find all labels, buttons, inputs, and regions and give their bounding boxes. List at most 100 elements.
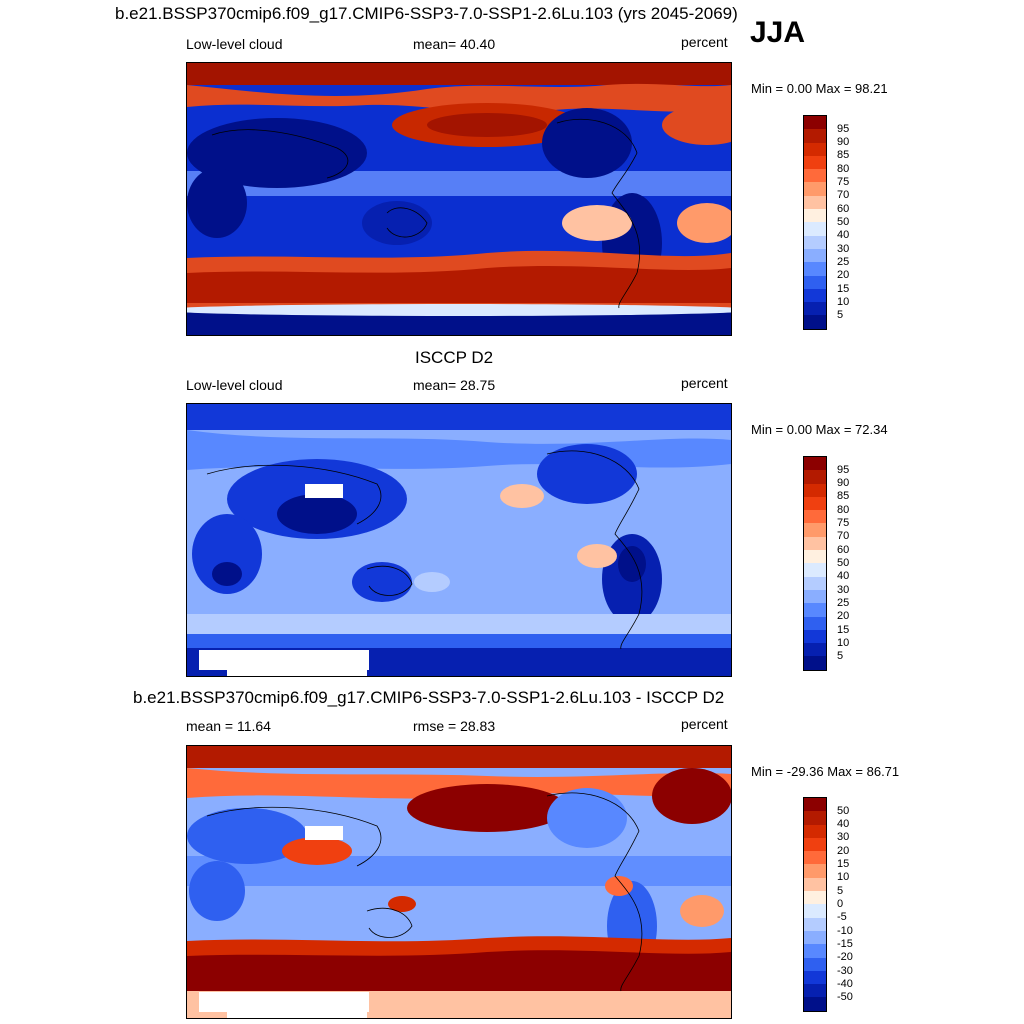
colorbar-tick-label: 20 bbox=[837, 610, 850, 622]
colorbar-tick-label: 10 bbox=[837, 637, 850, 649]
colorbar-tick-label: 15 bbox=[837, 624, 850, 636]
colorbar-tick-label: -10 bbox=[837, 925, 853, 937]
colorbar-swatch bbox=[804, 457, 826, 471]
colorbar-swatch bbox=[804, 142, 826, 156]
colorbar-swatch bbox=[804, 917, 826, 931]
colorbar-swatch bbox=[804, 129, 826, 143]
colorbar-tick-label: 40 bbox=[837, 818, 850, 830]
panel2-mean-label: mean= 28.75 bbox=[413, 377, 496, 393]
panel2-minmax-label: Min = 0.00 Max = 72.34 bbox=[751, 422, 888, 437]
season-label: JJA bbox=[750, 16, 806, 49]
colorbar-swatch bbox=[804, 877, 826, 892]
colorbar-swatch bbox=[804, 798, 826, 812]
colorbar-tick-label: 5 bbox=[837, 309, 844, 321]
colorbar-tick-label: 0 bbox=[837, 898, 844, 910]
panel3-rmse-label: rmse = 28.83 bbox=[413, 718, 496, 734]
colorbar-tick-label: 60 bbox=[837, 203, 850, 215]
colorbar-swatch bbox=[804, 563, 826, 577]
colorbar-swatch bbox=[804, 824, 826, 838]
colorbar-swatch bbox=[804, 275, 826, 289]
colorbar-swatch bbox=[804, 496, 826, 511]
colorbar-tick-label: 75 bbox=[837, 517, 850, 529]
colorbar-tick-label: -15 bbox=[837, 938, 853, 950]
colorbar-tick-label: 50 bbox=[837, 805, 850, 817]
colorbar-swatch bbox=[804, 523, 826, 537]
colorbar-swatch bbox=[804, 864, 826, 878]
colorbar-tick-label: 10 bbox=[837, 296, 850, 308]
colorbar-tick-label: -40 bbox=[837, 978, 853, 990]
colorbar-tick-label: 5 bbox=[837, 885, 844, 897]
colorbar-swatch bbox=[804, 302, 826, 316]
colorbar-tick-label: 30 bbox=[837, 831, 850, 843]
colorbar-tick-label: 5 bbox=[837, 650, 844, 662]
colorbar-swatch bbox=[804, 643, 826, 657]
colorbar-swatch bbox=[804, 155, 826, 170]
colorbar-tick-label: 90 bbox=[837, 136, 850, 148]
colorbar-tick-label: 70 bbox=[837, 189, 850, 201]
colorbar-swatch bbox=[804, 536, 826, 551]
colorbar-swatch bbox=[804, 288, 826, 303]
colorbar-swatch bbox=[804, 957, 826, 971]
colorbar-swatch bbox=[804, 656, 826, 670]
panel1-units-label: percent bbox=[681, 34, 728, 50]
panel2-colorbar: 95 90 85 80 75 70 60 50 40 30 25 20 15 1… bbox=[803, 456, 849, 671]
colorbar-tick-label: -50 bbox=[837, 991, 853, 1003]
colorbar-swatch bbox=[804, 209, 826, 223]
colorbar-swatch bbox=[804, 550, 826, 564]
colorbar-swatch bbox=[804, 222, 826, 236]
colorbar-tick-label: 50 bbox=[837, 216, 850, 228]
colorbar-swatch bbox=[804, 930, 826, 945]
colorbar-tick-label: 95 bbox=[837, 123, 850, 135]
colorbar-tick-label: 80 bbox=[837, 504, 850, 516]
colorbar-tick-label: 85 bbox=[837, 490, 850, 502]
colorbar-swatch bbox=[804, 169, 826, 183]
colorbar-tick-label: 50 bbox=[837, 557, 850, 569]
panel2-units-label: percent bbox=[681, 375, 728, 391]
colorbar-swatch bbox=[804, 811, 826, 825]
colorbar-tick-label: 60 bbox=[837, 544, 850, 556]
colorbar-tick-label: -5 bbox=[837, 911, 847, 923]
panel1-mean-label: mean= 40.40 bbox=[413, 36, 496, 52]
panel2-observation-map bbox=[186, 403, 732, 677]
colorbar-tick-label: 30 bbox=[837, 243, 850, 255]
colorbar-swatch bbox=[804, 970, 826, 985]
colorbar-swatch bbox=[804, 629, 826, 644]
colorbar-tick-label: 20 bbox=[837, 269, 850, 281]
colorbar-tick-label: 70 bbox=[837, 530, 850, 542]
colorbar-swatch bbox=[804, 997, 826, 1011]
colorbar-tick-label: 30 bbox=[837, 584, 850, 596]
colorbar-tick-label: -30 bbox=[837, 965, 853, 977]
colorbar-swatch bbox=[804, 837, 826, 852]
panel1-minmax-label: Min = 0.00 Max = 98.21 bbox=[751, 81, 888, 96]
colorbar-tick-label: 15 bbox=[837, 283, 850, 295]
colorbar-swatch bbox=[804, 315, 826, 329]
colorbar-swatch bbox=[804, 483, 826, 497]
colorbar-swatch bbox=[804, 603, 826, 617]
panel1-model-map bbox=[186, 62, 732, 336]
panel3-colorbar: 50 40 30 20 15 10 5 0 -5 -10 -15 -20 -30… bbox=[803, 797, 853, 1012]
colorbar-tick-label: 40 bbox=[837, 229, 850, 241]
panel1-title: b.e21.BSSP370cmip6.f09_g17.CMIP6-SSP3-7.… bbox=[115, 4, 738, 23]
colorbar-swatch bbox=[804, 984, 826, 998]
colorbar-tick-label: 75 bbox=[837, 176, 850, 188]
colorbar-tick-label: 25 bbox=[837, 597, 850, 609]
colorbar-tick-label: 95 bbox=[837, 464, 850, 476]
colorbar-tick-label: 25 bbox=[837, 256, 850, 268]
panel3-difference-map bbox=[186, 745, 732, 1019]
panel1-colorbar: 95 90 85 80 75 70 60 50 40 30 25 20 15 1… bbox=[803, 115, 849, 330]
colorbar-swatch bbox=[804, 248, 826, 263]
colorbar-tick-label: 90 bbox=[837, 477, 850, 489]
colorbar-swatch bbox=[804, 510, 826, 524]
panel2-title: ISCCP D2 bbox=[415, 348, 494, 367]
colorbar-swatch bbox=[804, 891, 826, 905]
panel3-title: b.e21.BSSP370cmip6.f09_g17.CMIP6-SSP3-7.… bbox=[133, 688, 725, 707]
colorbar-tick-label: 40 bbox=[837, 570, 850, 582]
colorbar-tick-label: 10 bbox=[837, 871, 850, 883]
panel3-mean-label: mean = 11.64 bbox=[186, 718, 271, 734]
colorbar-swatch bbox=[804, 616, 826, 630]
colorbar-swatch bbox=[804, 470, 826, 484]
colorbar-swatch bbox=[804, 116, 826, 130]
colorbar-tick-label: -20 bbox=[837, 951, 853, 963]
colorbar-swatch bbox=[804, 851, 826, 865]
colorbar-swatch bbox=[804, 235, 826, 249]
